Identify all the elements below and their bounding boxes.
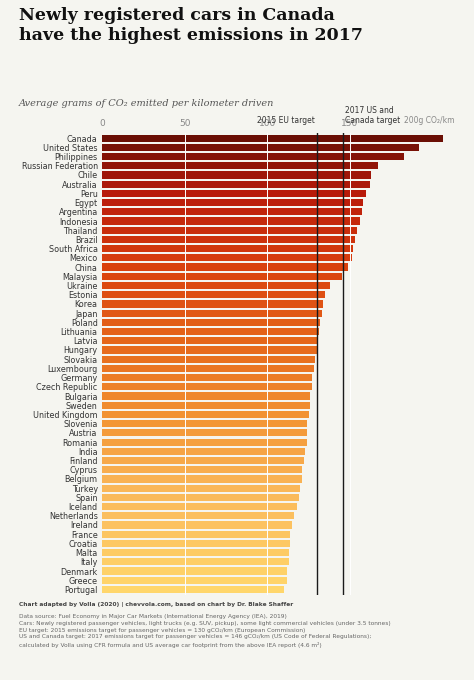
Bar bbox=[102, 309, 322, 317]
Bar bbox=[102, 485, 301, 492]
Bar bbox=[102, 301, 323, 307]
Bar bbox=[102, 356, 315, 363]
Bar bbox=[102, 494, 299, 501]
Bar bbox=[102, 402, 310, 409]
Bar bbox=[102, 245, 353, 252]
Bar bbox=[102, 236, 355, 243]
Bar bbox=[102, 439, 307, 445]
Bar bbox=[102, 457, 304, 464]
Bar bbox=[102, 218, 360, 224]
Bar bbox=[102, 384, 312, 390]
Bar bbox=[102, 282, 330, 289]
Bar bbox=[102, 540, 291, 547]
Bar bbox=[102, 577, 287, 584]
Bar bbox=[102, 208, 362, 216]
Bar bbox=[102, 567, 287, 575]
Bar bbox=[102, 364, 314, 372]
Bar bbox=[102, 512, 294, 520]
Bar bbox=[102, 226, 356, 234]
Text: Chart adapted by Volla (2020) | chevvola.com, based on chart by Dr. Blake Shaffe: Chart adapted by Volla (2020) | chevvola… bbox=[19, 602, 293, 607]
Bar bbox=[102, 466, 302, 473]
Text: 2017 US and
Canada target: 2017 US and Canada target bbox=[345, 106, 400, 125]
Text: Average grams of CO₂ emitted per kilometer driven: Average grams of CO₂ emitted per kilomet… bbox=[19, 99, 274, 107]
Bar bbox=[102, 291, 325, 299]
Bar bbox=[102, 411, 309, 418]
Bar bbox=[102, 171, 372, 179]
Bar bbox=[102, 392, 310, 400]
Bar bbox=[102, 522, 292, 528]
Bar bbox=[102, 273, 342, 280]
Bar bbox=[102, 199, 363, 206]
Bar bbox=[102, 181, 370, 188]
Bar bbox=[102, 328, 319, 335]
Bar bbox=[102, 153, 404, 160]
Bar bbox=[102, 143, 419, 151]
Bar bbox=[102, 337, 317, 344]
Bar bbox=[102, 447, 305, 455]
Bar bbox=[102, 374, 312, 381]
Text: 2015 EU target: 2015 EU target bbox=[257, 116, 315, 125]
Bar bbox=[102, 549, 289, 556]
Text: Data source: Fuel Economy in Major Car Markets (International Energy Agency (IEA: Data source: Fuel Economy in Major Car M… bbox=[19, 614, 391, 647]
Bar bbox=[102, 162, 378, 169]
Bar bbox=[102, 263, 348, 271]
Bar bbox=[102, 530, 291, 538]
Bar bbox=[102, 254, 352, 262]
Bar bbox=[102, 135, 443, 141]
Bar bbox=[102, 319, 320, 326]
Bar bbox=[102, 429, 307, 437]
Text: Newly registered cars in Canada
have the highest emissions in 2017: Newly registered cars in Canada have the… bbox=[19, 7, 363, 44]
Bar bbox=[102, 190, 366, 197]
Bar bbox=[102, 420, 307, 427]
Bar bbox=[102, 475, 302, 483]
Bar bbox=[102, 503, 297, 510]
Bar bbox=[102, 586, 284, 593]
Bar bbox=[102, 558, 289, 566]
Bar bbox=[102, 346, 317, 354]
Text: 200g CO₂/km: 200g CO₂/km bbox=[403, 116, 454, 125]
